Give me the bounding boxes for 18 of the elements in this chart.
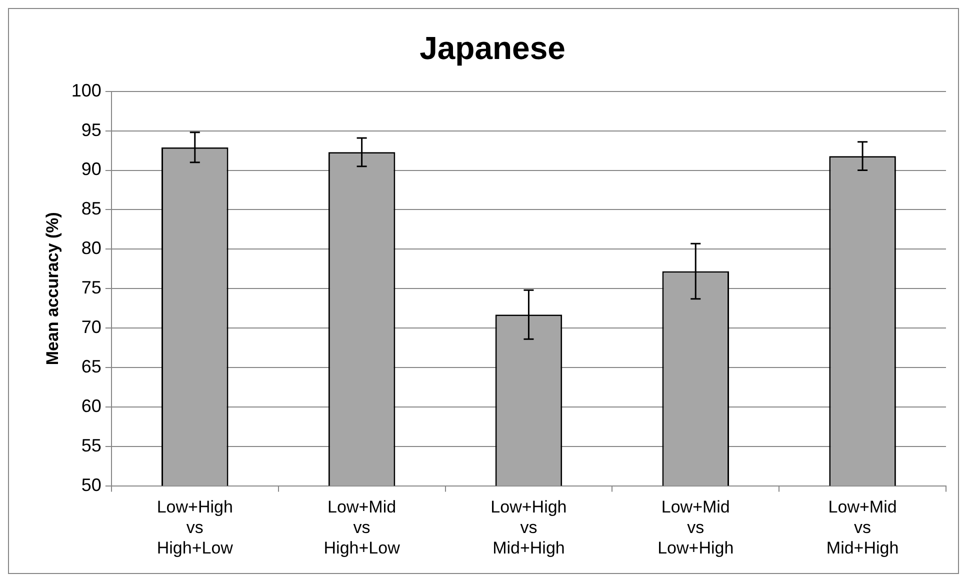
y-tick-label: 100 bbox=[71, 80, 102, 100]
y-tick-label: 60 bbox=[81, 396, 102, 416]
y-tick-label: 70 bbox=[81, 317, 102, 338]
y-tick-label: 75 bbox=[81, 278, 102, 298]
y-tick-label: 85 bbox=[81, 198, 102, 219]
x-tick-label: Low+High vs High+Low bbox=[156, 498, 234, 558]
chart-title: Japanese bbox=[420, 30, 566, 66]
y-tick-label: 90 bbox=[81, 159, 102, 180]
y-tick-label: 65 bbox=[81, 356, 102, 376]
y-tick-label: 80 bbox=[81, 238, 102, 258]
x-tick-label: Low+Mid vs Low+High bbox=[658, 498, 734, 558]
y-tick-label: 55 bbox=[81, 435, 102, 456]
x-tick-label: Low+Mid vs Mid+High bbox=[826, 498, 899, 558]
y-tick-label: 95 bbox=[81, 120, 102, 140]
y-axis-title: Mean accuracy (%) bbox=[42, 212, 62, 366]
x-tick-label: Low+Mid vs High+Low bbox=[324, 498, 401, 558]
y-tick-label: 50 bbox=[81, 474, 102, 495]
x-tick-label: Low+High vs Mid+High bbox=[490, 498, 567, 558]
